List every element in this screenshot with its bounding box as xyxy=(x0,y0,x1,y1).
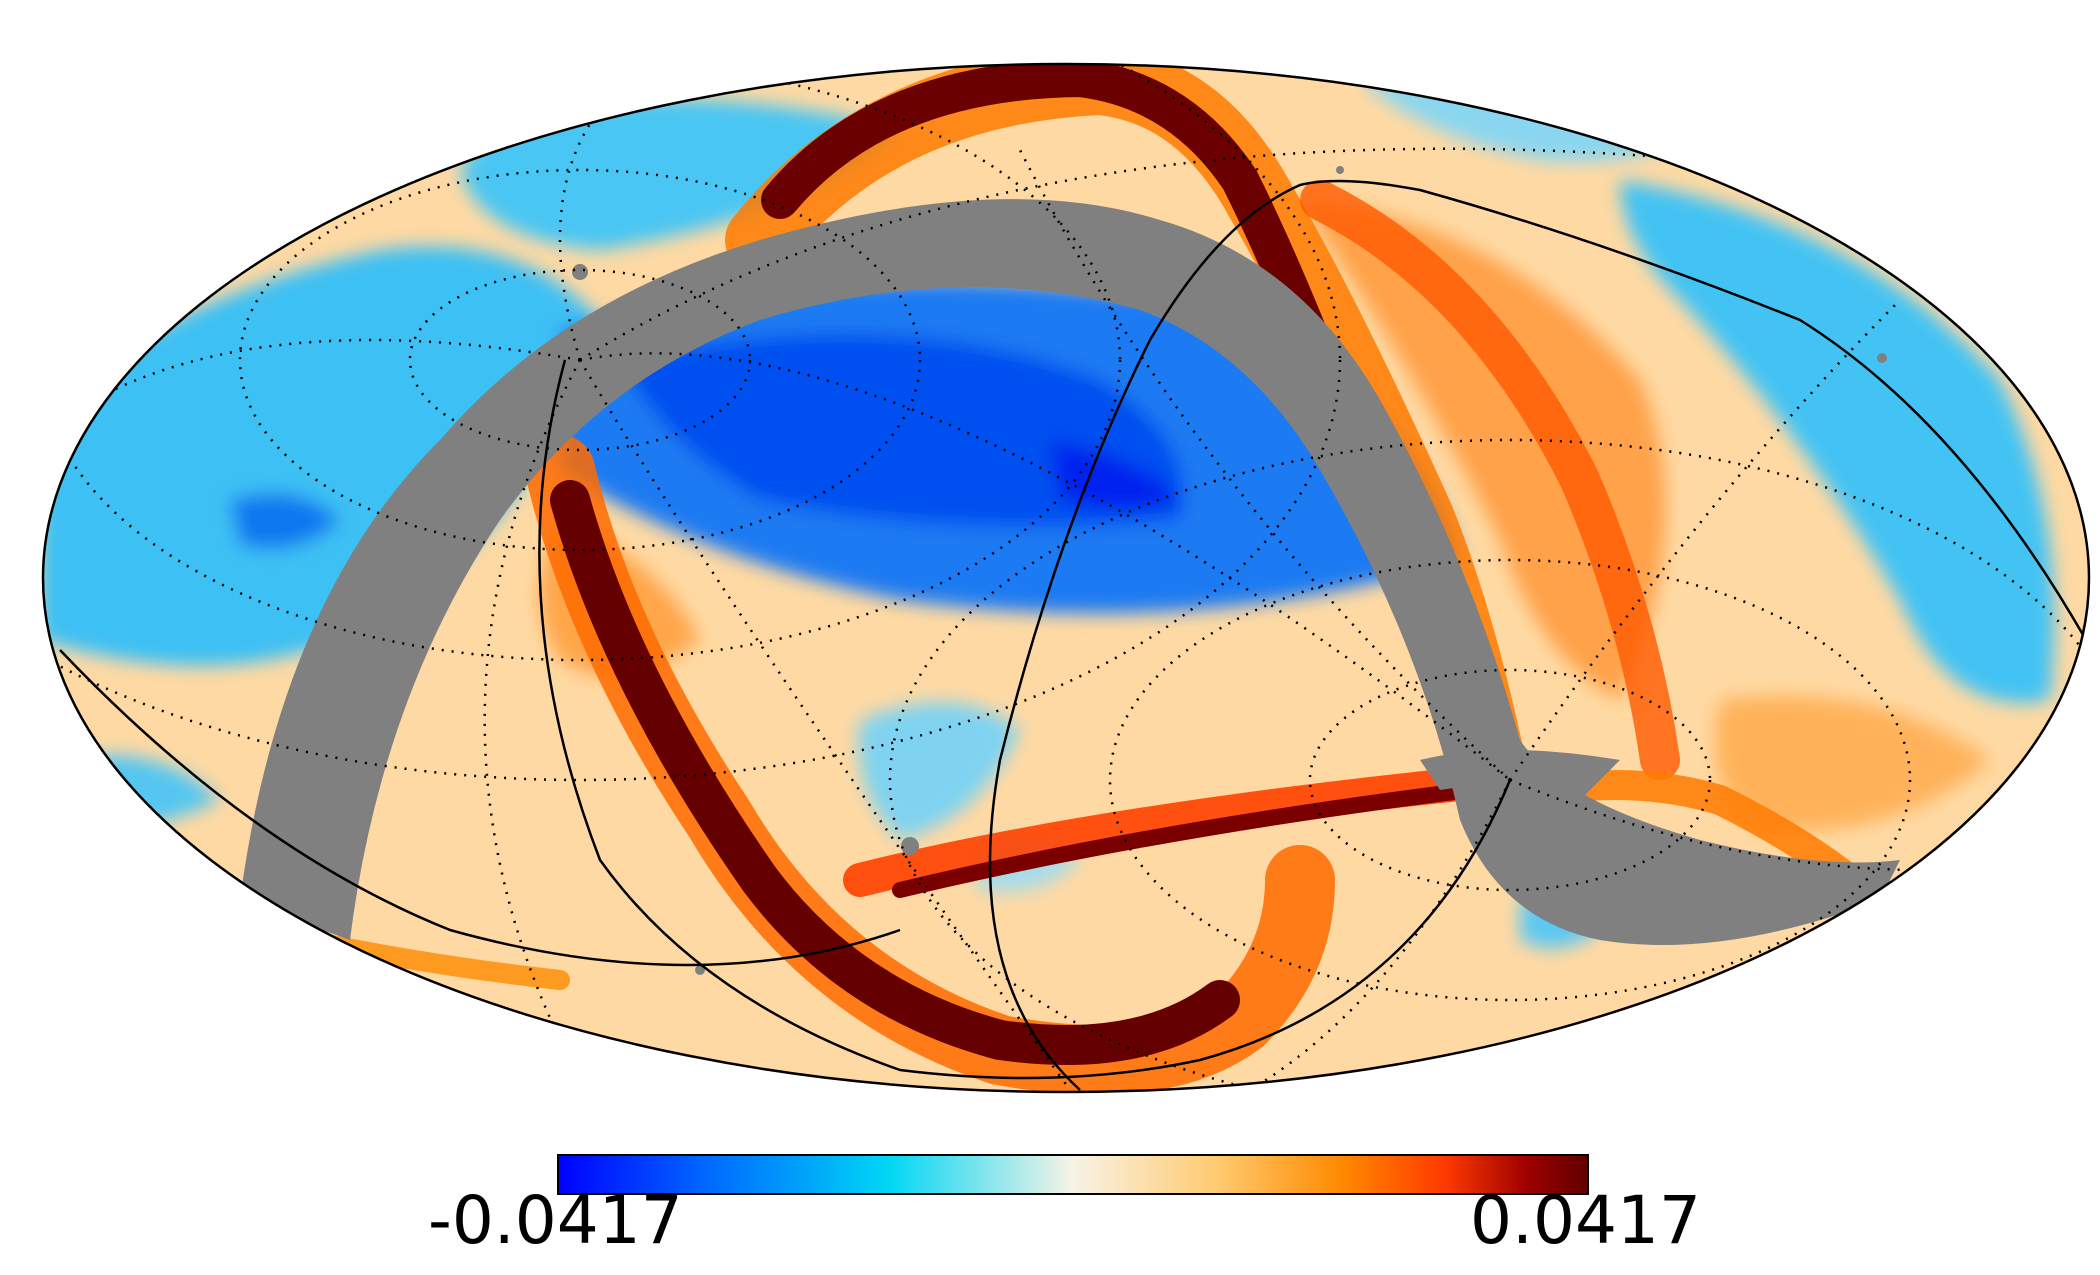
colorbar-max-label: 0.0417 xyxy=(1470,1182,1701,1259)
colorbar-min-label: -0.0417 xyxy=(428,1182,683,1259)
map-border xyxy=(41,62,2091,1094)
masked-galactic-band xyxy=(240,166,1900,975)
map-filaments xyxy=(210,64,1865,1092)
reference-great-circles xyxy=(59,179,2088,1091)
map-ellipse xyxy=(41,62,2091,1094)
colorbar xyxy=(557,1154,1589,1195)
graticule xyxy=(43,64,2089,1092)
